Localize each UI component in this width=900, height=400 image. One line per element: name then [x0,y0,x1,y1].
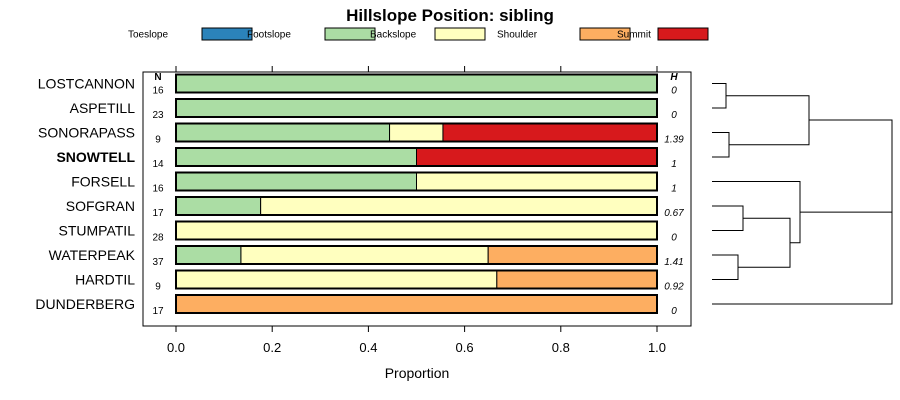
bar-segment-sonorapass-summit [442,123,658,142]
bar-segment-lostcannon-footslope [175,74,658,93]
bar-segment-snowtell-footslope [175,147,417,167]
dendro-branch [738,217,791,268]
bar-segment-forsell-backslope [416,172,658,191]
legend-swatch-backslope [434,27,486,41]
h-value: 1 [671,159,677,170]
legend-label-shoulder: Shoulder [497,30,538,41]
row-label-dunderberg: DUNDERBERG [35,296,135,312]
dendro-branch [809,119,893,259]
n-value: 9 [155,282,161,293]
h-value: 1.41 [664,257,683,268]
x-tick-label: 1.0 [648,340,666,355]
row-label-sofgran: SOFGRAN [66,198,135,214]
legend-swatch-shoulder [579,27,631,41]
n-value: 16 [152,86,164,97]
n-value: 28 [152,233,164,244]
bar-segment-sofgran-footslope [175,196,262,216]
dendro-branch [712,211,893,305]
bar-outline-waterpeak [175,245,658,265]
bar-outline-sofgran [175,196,658,216]
dendro-branch [726,95,810,146]
legend-swatch-toeslope [201,27,253,41]
x-tick-label: 0.4 [359,340,377,355]
h-value: 0 [671,233,677,244]
legend-swatch-footslope [324,27,376,41]
row-label-stumpatil: STUMPATIL [59,223,136,239]
bar-segment-hardtil-backslope [175,270,498,289]
bar-outline-sonorapass [175,122,658,143]
bar-outline-forsell [175,171,658,192]
bar-outline-hardtil [175,269,658,290]
bar-outline-stumpatil [175,220,658,241]
row-labels-group: LOSTCANNON 16 0 ASPETILL 23 0 SONORAPASS 9 1.39 S… [35,76,684,318]
h-value: 0 [671,306,677,317]
legend-label-toeslope: Toeslope [128,30,168,41]
h-value: 1 [671,184,677,195]
n-value: 9 [155,135,161,146]
bar-segment-sonorapass-footslope [175,123,391,142]
row-label-hardtil: HARDTIL [75,272,135,288]
bars-group [175,73,658,314]
bar-segment-sonorapass-backslope [389,123,444,142]
bar-segment-dunderberg-shoulder [175,294,658,314]
bar-segment-stumpatil-backslope [175,221,658,240]
bar-segment-sofgran-backslope [260,196,658,216]
n-value: 14 [152,159,164,170]
h-value: 0 [671,110,677,121]
x-tick-label: 0.2 [263,340,281,355]
n-value: 17 [152,306,164,317]
bar-outline-aspetill [175,98,658,118]
x-tick-label: 0.6 [456,340,474,355]
row-label-lostcannon: LOSTCANNON [38,76,135,92]
n-value: 37 [152,257,164,268]
bar-segment-waterpeak-footslope [175,245,242,265]
h-value: 0.67 [664,208,684,219]
dendro-branch [712,83,727,109]
legend-swatch-summit [657,27,709,41]
plot-frame [142,71,692,327]
x-axis-label: Proportion [385,365,450,381]
bar-segment-hardtil-shoulder [496,270,658,289]
legend: Toeslope Footslope Backslope Shoulder Summit [128,27,709,41]
dendrogram [712,83,893,305]
n-value: 23 [152,110,164,121]
x-tick-label: 0.0 [167,340,185,355]
h-value: 0.92 [664,282,684,293]
dendro-branch [712,205,744,231]
legend-label-backslope: Backslope [370,30,417,41]
bar-segment-waterpeak-backslope [240,245,489,265]
legend-label-footslope: Footslope [247,30,291,41]
bar-outline-dunderberg [175,294,658,314]
h-value: 0 [671,86,677,97]
chart-title: Hillslope Position: sibling [346,6,554,25]
x-axis: 0.0 0.2 0.4 0.6 0.8 1.0 [167,66,666,355]
x-tick-label: 0.8 [552,340,570,355]
bar-segment-forsell-footslope [175,172,417,191]
bar-outline-snowtell [175,147,658,167]
row-label-aspetill: ASPETILL [70,100,136,116]
bar-outline-lostcannon [175,73,658,94]
n-value: 17 [152,208,164,219]
bar-segment-waterpeak-shoulder [487,245,658,265]
n-value: 16 [152,184,164,195]
row-label-waterpeak: WATERPEAK [49,247,136,263]
bar-segment-aspetill-footslope [175,98,658,118]
row-label-forsell: FORSELL [71,174,135,190]
row-label-sonorapass: SONORAPASS [38,125,135,141]
dendro-branch [712,181,801,244]
dendro-branch [712,254,739,280]
h-value: 1.39 [664,135,684,146]
n-column-header: N [154,72,161,83]
row-label-snowtell: SNOWTELL [56,149,135,165]
h-column-header: H [670,72,678,83]
legend-label-summit: Summit [617,30,651,41]
bar-segment-snowtell-summit [416,147,658,167]
dendro-branch [712,132,730,158]
